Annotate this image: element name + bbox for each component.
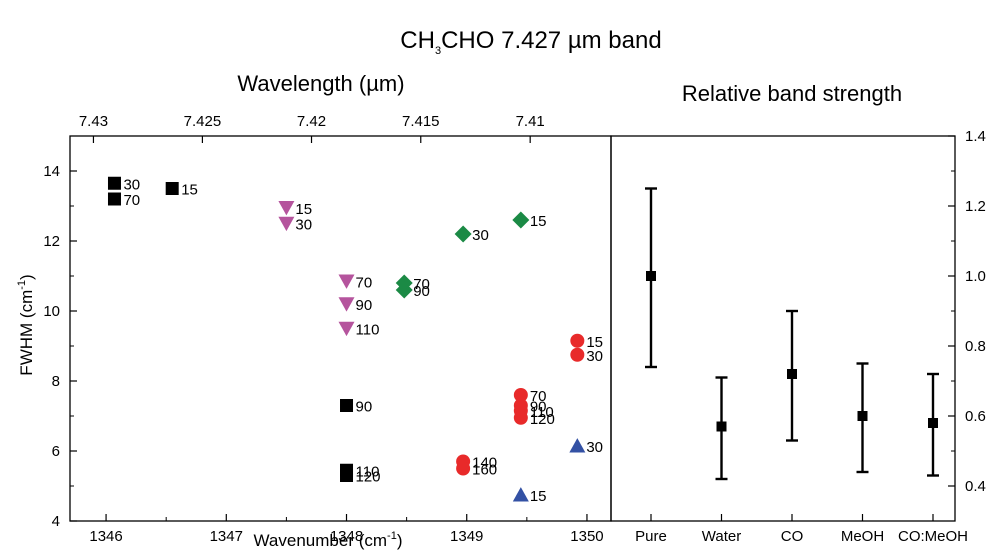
chart-title: CH3CHO 7.427 µm band xyxy=(400,27,661,57)
circle-marker xyxy=(513,410,528,425)
point-label: 90 xyxy=(356,399,373,416)
square-marker xyxy=(107,176,121,190)
triangle-down-marker xyxy=(278,216,295,232)
point-label: 30 xyxy=(586,439,603,456)
point-label: 30 xyxy=(586,348,603,365)
x-tick-label: 1350 xyxy=(570,528,603,545)
point-label: 15 xyxy=(586,334,603,351)
right-y-tick-label: 0.4 xyxy=(965,478,986,495)
point-label: 90 xyxy=(356,297,373,314)
right-y-tick-label: 0.6 xyxy=(965,408,986,425)
diamond-marker xyxy=(512,211,530,229)
x-tick-label: 1347 xyxy=(210,528,243,545)
circle-marker xyxy=(456,461,471,476)
right-y-tick-label: 0.8 xyxy=(965,338,986,355)
y-tick-label: 14 xyxy=(43,163,60,180)
point-label: 120 xyxy=(530,411,555,428)
point-label: 15 xyxy=(530,213,547,230)
category-label: MeOH xyxy=(841,528,884,545)
x-tick-label: 1349 xyxy=(450,528,483,545)
point-label: 120 xyxy=(356,469,381,486)
triangle-up-marker xyxy=(569,438,586,453)
y-tick-label: 8 xyxy=(52,373,60,390)
left-panel: 1346 1347 1348 1349 1350 4 6 8 10 12 14 7.43 7.425 7.… xyxy=(43,113,603,545)
point-label: 30 xyxy=(123,176,140,193)
top-tick-label: 7.42 xyxy=(297,113,326,130)
value-marker xyxy=(646,271,656,281)
diamond-marker xyxy=(395,281,413,299)
left-plot-frame xyxy=(69,135,612,522)
point-label: 140 xyxy=(472,455,497,472)
right-panel: 0.4 0.6 0.8 1.0 1.2 1.4 Pure Water CO MeOH CO:MeOH xyxy=(635,128,986,545)
circle-marker xyxy=(570,333,585,348)
triangle-up-marker xyxy=(512,487,529,502)
top-tick-label: 7.43 xyxy=(79,113,108,130)
circle-marker xyxy=(570,347,585,362)
right-panel-title: Relative band strength xyxy=(682,81,902,106)
square-marker xyxy=(107,192,121,206)
point-label: 30 xyxy=(472,227,489,244)
triangle-down-marker xyxy=(278,200,295,216)
top-axis-label: Wavelength (µm) xyxy=(237,71,404,96)
diamond-marker xyxy=(454,225,472,243)
value-marker xyxy=(857,411,868,421)
triangle-down-marker xyxy=(338,274,355,289)
y-tick-label: 12 xyxy=(43,233,60,250)
point-label: 70 xyxy=(530,388,547,405)
point-label: 90 xyxy=(413,283,430,300)
square-marker xyxy=(165,182,179,195)
triangle-down-marker xyxy=(338,297,355,312)
point-label: 70 xyxy=(413,276,430,293)
point-label: 15 xyxy=(181,182,198,199)
y-tick-label: 6 xyxy=(52,443,60,460)
right-y-tick-label: 1.0 xyxy=(965,268,986,285)
triangle-down-marker xyxy=(338,321,355,337)
point-label: 70 xyxy=(356,274,373,291)
value-marker xyxy=(787,369,797,379)
right-y-tick-label: 1.4 xyxy=(965,128,986,145)
x-tick-label: 1348 xyxy=(330,528,363,545)
point-label: 30 xyxy=(295,217,312,234)
point-label: 110 xyxy=(356,322,380,339)
circle-marker xyxy=(513,388,528,402)
category-label: Pure xyxy=(635,528,667,545)
point-label: 90 xyxy=(530,399,547,416)
point-label: 70 xyxy=(123,192,140,209)
point-label: 15 xyxy=(295,201,312,218)
y-tick-label: 10 xyxy=(43,303,60,320)
top-tick-label: 7.41 xyxy=(516,113,545,130)
point-label: 110 xyxy=(530,404,554,421)
x-axis-label: Wavenumber (cm-1) xyxy=(254,530,403,550)
category-label: CO:MeOH xyxy=(898,528,968,545)
right-y-tick-label: 1.2 xyxy=(965,198,986,215)
square-marker xyxy=(340,399,354,412)
top-tick-label: 7.415 xyxy=(402,113,440,130)
point-label: 15 xyxy=(530,488,547,505)
top-tick-label: 7.425 xyxy=(184,113,222,130)
category-label: CO xyxy=(781,528,804,545)
value-marker xyxy=(716,421,727,432)
point-label: 110 xyxy=(356,463,380,480)
y-axis-label: FWHM (cm-1) xyxy=(16,274,36,375)
right-plot-frame xyxy=(610,135,956,522)
point-label: 160 xyxy=(472,462,497,479)
x-tick-label: 1346 xyxy=(89,528,122,545)
square-marker xyxy=(340,469,354,482)
category-label: Water xyxy=(702,528,741,545)
y-tick-label: 4 xyxy=(52,513,60,530)
value-marker xyxy=(928,418,938,428)
